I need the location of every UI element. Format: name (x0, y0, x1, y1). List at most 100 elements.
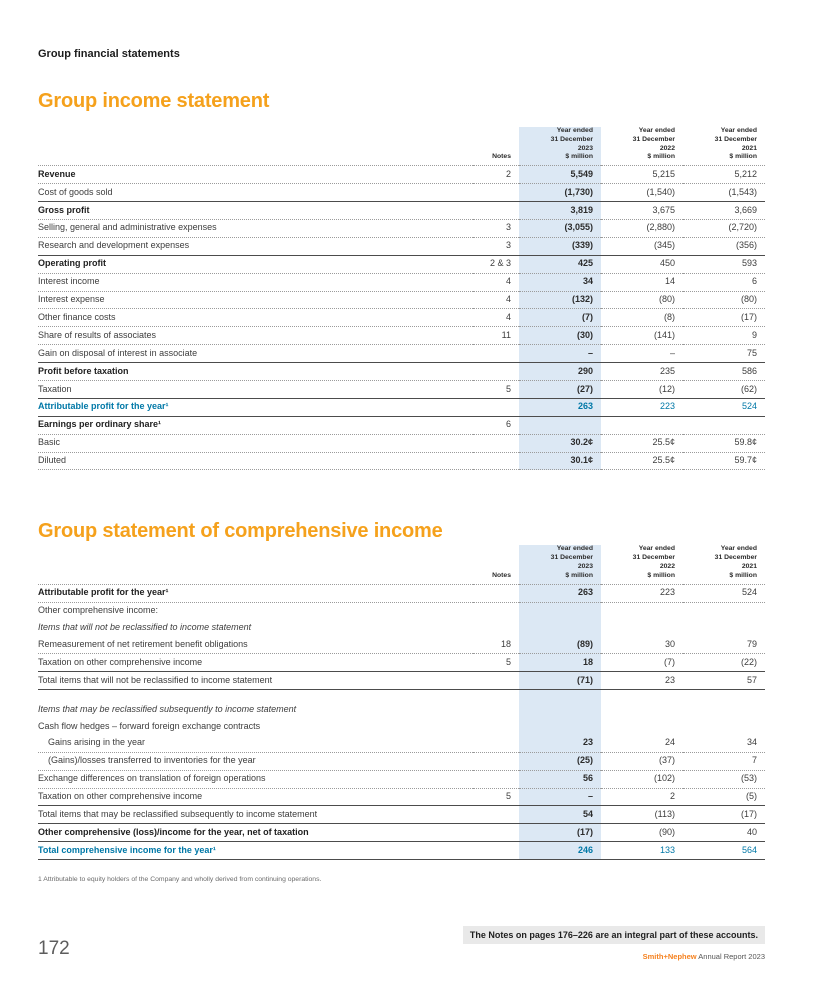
value-2021: 593 (683, 254, 765, 274)
row-note: 4 (473, 308, 519, 327)
row-note (473, 841, 519, 861)
value-2022: (8) (601, 308, 683, 327)
row-note: 3 (473, 218, 519, 238)
row-label: Gains arising in the year (48, 737, 146, 748)
income-statement-title: Group income statement (38, 90, 270, 112)
row-label: Items that will not be reclassified to i… (38, 622, 252, 633)
row-label: (Gains)/losses transferred to inventorie… (38, 751, 473, 771)
row-label: Attributable profit for the year¹ (38, 397, 473, 417)
value-2023: (89) (519, 636, 601, 654)
income-table: Notes Year ended 31 December 2023 $ million Y… (38, 127, 765, 471)
year-column-header-1: Year ended 31 December 2022 $ million (601, 545, 683, 585)
value-2021: 59.7¢ (683, 451, 765, 471)
row-note (473, 584, 519, 602)
value-2021: 524 (741, 587, 757, 598)
row-label: Interest expense (38, 290, 473, 309)
value-2022: (12) (601, 380, 683, 399)
page-number: 172 (38, 938, 70, 959)
value-2022: 30 (664, 638, 675, 649)
value-2022: 2 (601, 787, 683, 806)
table-row: Attributable profit for the year¹ 263 223 5… (38, 584, 765, 603)
value-2022: 14 (601, 272, 683, 292)
value-2021: 40 (683, 823, 765, 842)
value-2022: 5,215 (652, 168, 675, 179)
year-column-header-2: Year ended 31 December 2021 $ million (683, 545, 765, 585)
table-row: Diluted 30.1¢ 25.5¢ 59.7¢ (38, 451, 765, 471)
value-2022: 25.5¢ (601, 451, 683, 471)
notes-column-header: Notes (473, 127, 519, 167)
row-label: Attributable profit for the year¹ (38, 587, 169, 598)
table-row: Gains arising in the year 23 24 34 (38, 734, 765, 753)
value-2021: 7 (683, 751, 765, 771)
value-2021: 3,669 (683, 201, 765, 220)
value-2021: (17) (683, 308, 765, 327)
value-2023: 56 (519, 769, 601, 789)
table-row: Revenue 2 5,549 5,215 5,212 (38, 165, 765, 184)
table-row: Taxation 5 (27) (12) (62) (38, 380, 765, 399)
table-row: Other comprehensive income: (38, 601, 765, 620)
header-spacer (38, 127, 473, 167)
value-2021: 75 (683, 344, 765, 363)
row-label (38, 689, 473, 702)
row-note (473, 201, 519, 220)
table-row: Attributable profit for the year¹ 263 223 5… (38, 397, 765, 417)
value-2021 (683, 701, 765, 718)
value-2023 (519, 689, 601, 702)
table-row: Items that may be reclassified subsequen… (38, 701, 765, 718)
value-2023: (1,730) (519, 183, 601, 202)
value-2023 (519, 701, 601, 718)
value-2022: (2,880) (601, 218, 683, 238)
row-note (473, 751, 519, 771)
row-note (473, 362, 519, 381)
row-label: Other comprehensive income: (38, 601, 473, 620)
row-note: 5 (473, 787, 519, 806)
row-note: 5 (473, 380, 519, 399)
row-note (473, 620, 519, 637)
table-row: Cash flow hedges – forward foreign excha… (38, 718, 765, 735)
table-row: Exchange differences on translation of f… (38, 769, 765, 789)
notes-column-header: Notes (473, 545, 519, 585)
footnote: 1 Attributable to equity holders of the … (38, 876, 322, 884)
row-label: Remeasurement of net retirement benefit … (38, 638, 248, 649)
row-label: Selling, general and administrative expe… (38, 218, 473, 238)
value-2021: 586 (683, 362, 765, 381)
value-2023: 263 (519, 397, 601, 417)
value-2023: – (519, 787, 601, 806)
value-2022: (7) (601, 653, 683, 672)
value-2022: 223 (601, 397, 683, 417)
value-2022 (601, 620, 683, 637)
value-2022: 25.5¢ (601, 433, 683, 453)
value-2021 (683, 689, 765, 702)
row-note: 18 (500, 638, 511, 649)
table-row: Other comprehensive (loss)/income for th… (38, 823, 765, 842)
value-2021: 79 (746, 638, 757, 649)
value-2023: – (519, 344, 601, 363)
header-row: Notes Year ended 31 December 2023 $ million Y… (38, 545, 765, 585)
value-2021: (53) (683, 769, 765, 789)
table-row: Share of results of associates 11 (30) (141… (38, 326, 765, 345)
value-2023 (519, 718, 601, 735)
row-note (473, 805, 519, 824)
table-row: Selling, general and administrative expe… (38, 218, 765, 238)
value-2022 (601, 415, 683, 435)
value-2021: 564 (683, 841, 765, 861)
row-note (473, 718, 519, 735)
value-2022 (601, 689, 683, 702)
row-label: Other finance costs (38, 308, 473, 327)
row-label: Operating profit (38, 254, 473, 274)
row-note (473, 701, 519, 718)
row-label: Basic (38, 433, 473, 453)
row-note (473, 735, 519, 752)
row-label: Share of results of associates (38, 326, 473, 345)
row-note (473, 344, 519, 363)
value-2022: (37) (601, 751, 683, 771)
year-column-header-1: Year ended 31 December 2022 $ million (601, 127, 683, 167)
row-label: Profit before taxation (38, 362, 473, 381)
value-2023: 23 (519, 734, 601, 753)
value-2021 (683, 718, 765, 735)
row-note (473, 433, 519, 453)
value-2021: (17) (683, 805, 765, 824)
row-note: 11 (473, 326, 519, 345)
table-row: Other finance costs 4 (7) (8) (17) (38, 308, 765, 327)
value-2023: 246 (519, 841, 601, 861)
